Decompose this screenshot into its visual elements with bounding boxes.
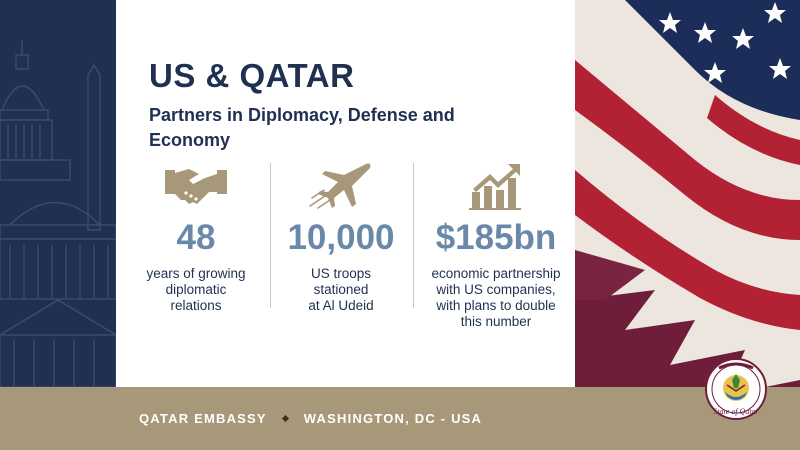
footer-bar: QATAR EMBASSY WASHINGTON, DC - USA: [0, 387, 800, 450]
footer-embassy: QATAR EMBASSY: [139, 411, 267, 426]
stat-description: years of growing diplomatic relations: [146, 266, 246, 313]
stat-value: 10,000: [287, 218, 395, 257]
airplane-icon: [309, 163, 371, 209]
page-title: US & QATAR: [149, 57, 355, 94]
footer-text: QATAR EMBASSY WASHINGTON, DC - USA: [0, 387, 575, 450]
divider: [413, 163, 414, 308]
stat-economic-partnership: $185bn economic partnership with US comp…: [416, 160, 576, 330]
page-subtitle: Partners in Diplomacy, Defense and Econo…: [149, 105, 455, 150]
stat-description: US troops stationed at Al Udeid: [308, 266, 374, 313]
handshake-icon: [165, 169, 227, 204]
info-card: US & QATAR Partners in Diplomacy, Defens…: [116, 0, 575, 387]
stat-us-troops: 10,000 US troops stationed at Al Udeid: [276, 160, 406, 314]
capitol-silhouette-icon: [0, 40, 116, 387]
flags-image: [575, 0, 800, 450]
seal-text: State of Qatar: [713, 407, 759, 416]
stat-description: economic partnership with US companies, …: [431, 266, 561, 329]
diamond-separator-icon: [281, 414, 289, 423]
growth-chart-icon: [469, 164, 521, 210]
stat-value: $185bn: [435, 218, 557, 257]
capitol-background: [0, 0, 116, 387]
stat-diplomatic-relations: 48 years of growing diplomatic relations: [126, 160, 266, 314]
state-of-qatar-seal-icon: State of Qatar: [705, 358, 767, 420]
stat-value: 48: [176, 218, 216, 257]
footer-location: WASHINGTON, DC - USA: [303, 411, 483, 426]
divider: [270, 163, 271, 308]
